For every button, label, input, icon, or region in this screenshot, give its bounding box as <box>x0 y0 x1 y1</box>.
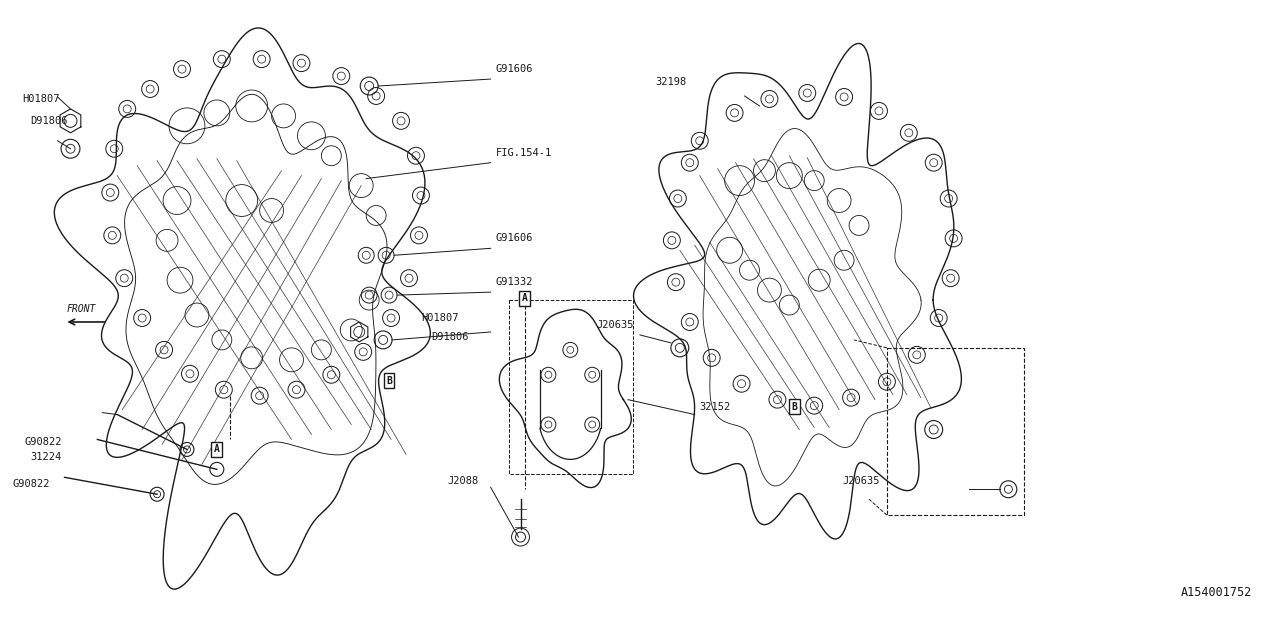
Text: J2088: J2088 <box>448 476 479 486</box>
Text: H01807: H01807 <box>23 94 60 104</box>
Text: FRONT: FRONT <box>67 304 96 314</box>
Text: H01807: H01807 <box>421 313 458 323</box>
Text: G90822: G90822 <box>24 438 63 447</box>
Text: A: A <box>214 444 220 454</box>
Text: J20635: J20635 <box>596 320 634 330</box>
Text: G91332: G91332 <box>495 277 534 287</box>
Bar <box>887 348 1024 515</box>
Text: 31224: 31224 <box>31 452 61 462</box>
Text: A154001752: A154001752 <box>1181 586 1252 599</box>
Text: B: B <box>791 402 797 412</box>
Text: G91606: G91606 <box>495 64 534 74</box>
Text: FIG.154-1: FIG.154-1 <box>495 148 552 157</box>
Text: D91806: D91806 <box>31 116 68 126</box>
Text: 32152: 32152 <box>700 402 731 412</box>
Text: 32198: 32198 <box>655 77 686 87</box>
Bar <box>508 300 634 474</box>
Text: G90822: G90822 <box>13 479 50 489</box>
Text: G91606: G91606 <box>495 234 534 243</box>
Text: J20635: J20635 <box>842 476 879 486</box>
Text: D91806: D91806 <box>431 332 468 342</box>
Text: B: B <box>387 376 392 386</box>
Text: A: A <box>521 293 527 303</box>
